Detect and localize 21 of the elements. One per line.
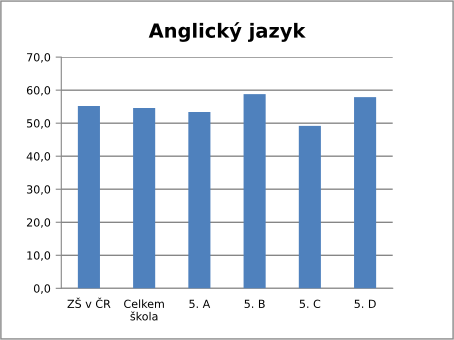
bar <box>298 126 321 288</box>
chart-title: Anglický jazyk <box>148 22 306 42</box>
bar <box>354 97 376 288</box>
x-tick-label: 5. B <box>244 300 265 308</box>
bar <box>78 106 100 288</box>
y-tick-label: 30,0 <box>26 185 50 195</box>
y-tick-label: 40,0 <box>26 152 50 162</box>
y-tick-label: 20,0 <box>26 218 50 228</box>
x-tick-label: 5. C <box>300 300 320 308</box>
x-tick-label: ZŠ v ČR <box>68 298 110 308</box>
y-tick-label: 0,0 <box>34 284 50 294</box>
x-tick-label: 5. D <box>354 300 376 308</box>
y-tick-label: 10,0 <box>27 251 50 261</box>
y-tick-label: 50,0 <box>26 119 50 129</box>
bar <box>244 94 266 288</box>
y-tick-label: 60,0 <box>26 86 50 96</box>
y-tick-label: 70,0 <box>27 53 50 63</box>
bar <box>133 108 156 288</box>
x-tick-label: Celkem škola <box>124 299 164 320</box>
bar <box>188 112 210 288</box>
x-tick-label: 5. A <box>189 300 210 308</box>
